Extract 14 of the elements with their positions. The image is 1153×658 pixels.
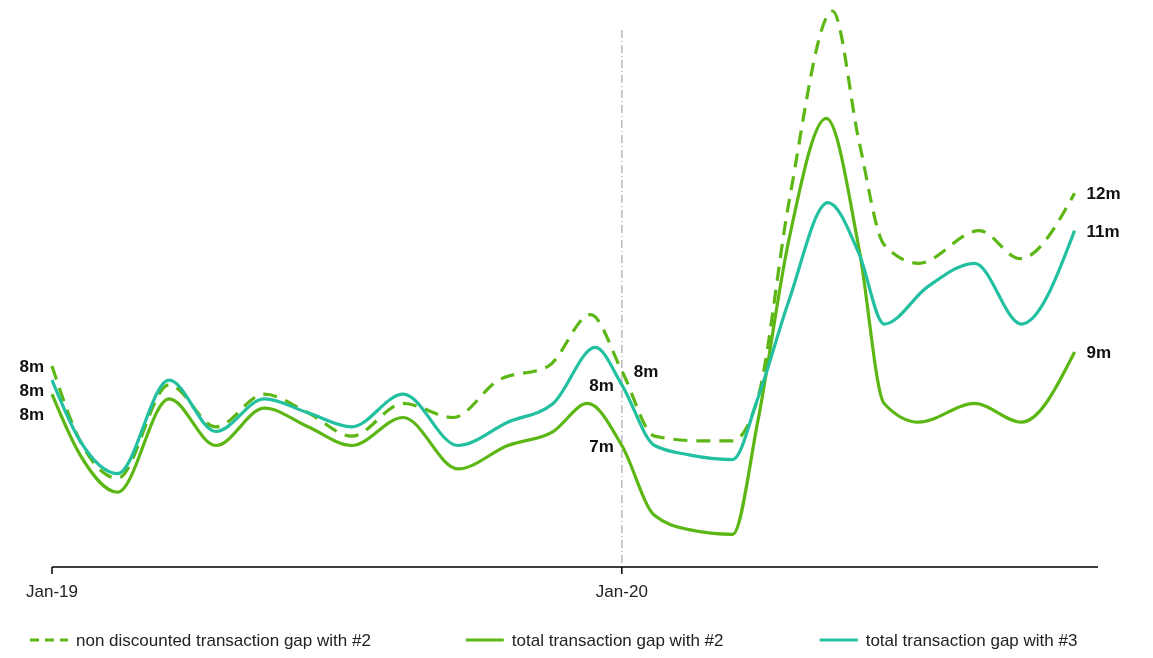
x-tick-label: Jan-19 [26,582,78,601]
data-label: 8m [633,361,659,381]
data-label: 8m [589,375,614,395]
data-label: 12m [1086,184,1121,204]
data-label: 8m [19,405,44,425]
legend-label: total transaction gap with #2 [511,631,724,650]
data-label: 8m [19,357,44,377]
data-label: 11m [1086,221,1120,241]
data-label: 9m [1086,343,1112,363]
data-label: 8m [19,381,44,401]
legend-label: total transaction gap with #3 [865,631,1078,650]
legend-label: non discounted transaction gap with #2 [76,631,371,650]
x-tick-label: Jan-20 [595,582,648,601]
data-label: 7m [589,436,614,456]
